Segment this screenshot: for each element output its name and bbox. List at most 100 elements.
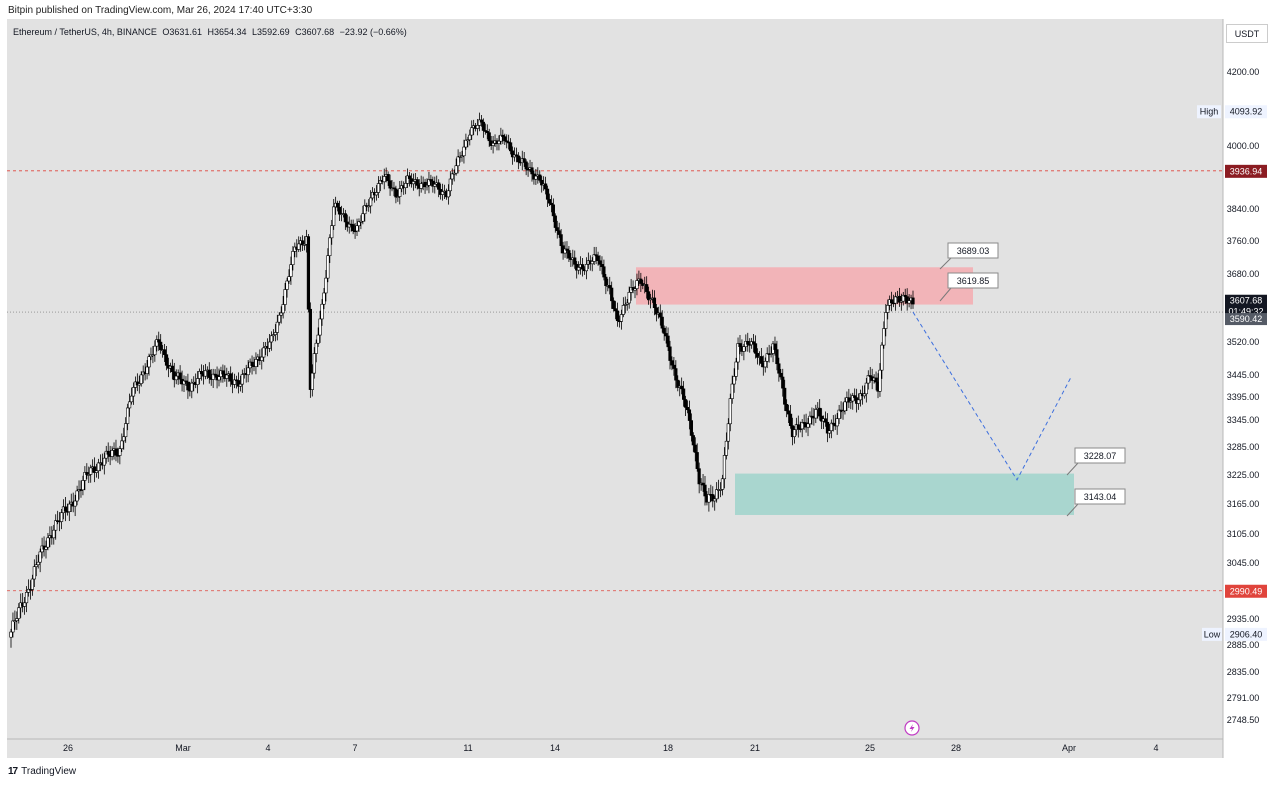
candle-body xyxy=(905,296,909,304)
candle-body xyxy=(662,327,666,334)
candle-body xyxy=(903,294,907,297)
candle-body xyxy=(343,213,347,223)
candle-body xyxy=(328,237,332,256)
candle-body xyxy=(419,183,423,189)
currency-selector[interactable]: USDT xyxy=(1226,24,1268,43)
candle-body xyxy=(376,183,381,193)
supply-bottom-callout-text: 3619.85 xyxy=(957,276,990,286)
candle-body xyxy=(687,409,692,421)
candle-body xyxy=(543,183,548,190)
candle-body xyxy=(359,220,363,223)
supply-zone[interactable] xyxy=(636,267,973,305)
candle-body xyxy=(647,291,651,301)
candle-body xyxy=(648,298,653,301)
x-axis-tick-label: Apr xyxy=(1062,743,1076,753)
high-value-tag: 4093.92 xyxy=(1225,105,1267,119)
x-axis-tick-label: 14 xyxy=(550,743,560,753)
candle-body xyxy=(773,343,777,350)
candle-body xyxy=(67,503,71,513)
candle-body xyxy=(849,400,853,403)
candle-body xyxy=(221,370,225,375)
candle-body xyxy=(217,376,221,381)
low-tag-text: Low xyxy=(1204,629,1221,639)
candle-body xyxy=(275,321,279,333)
candle-body xyxy=(499,134,503,142)
lightning-icon[interactable] xyxy=(904,720,920,736)
candlestick-chart[interactable]: 4200.00 4000.00 3840.00 3760.00 3680.00 3520.… xyxy=(7,19,1273,758)
demand-bottom-callout-text: 3143.04 xyxy=(1084,492,1117,502)
candle-body xyxy=(654,307,658,315)
y-axis-tick-label: 3165.00 xyxy=(1227,499,1260,509)
candle-body xyxy=(880,344,884,371)
x-axis-tick-label: 21 xyxy=(750,743,760,753)
candle-body xyxy=(85,472,89,475)
low-value-tag-text: 2906.40 xyxy=(1230,629,1263,639)
candle-body xyxy=(853,395,857,398)
supply-top-callout[interactable]: 3689.03 xyxy=(939,242,999,270)
footer-logo-text: TradingView xyxy=(21,766,77,777)
candle-body xyxy=(580,264,585,270)
candle-body xyxy=(347,223,351,228)
candle-body xyxy=(240,374,244,385)
candle-body xyxy=(481,121,485,131)
candle-body xyxy=(615,310,620,322)
candle-body xyxy=(415,179,419,186)
candle-body xyxy=(30,578,34,590)
candle-body xyxy=(722,455,727,480)
candle-body xyxy=(332,206,336,226)
y-axis-tick-label: 2935.00 xyxy=(1227,614,1260,624)
candle-body xyxy=(52,529,56,539)
candle-body xyxy=(314,342,318,354)
candle-body xyxy=(450,173,454,180)
candle-body xyxy=(547,199,552,204)
candle-body xyxy=(559,234,563,247)
y-axis-tick-label: 3445.00 xyxy=(1227,370,1260,380)
candle-body xyxy=(479,119,484,123)
candle-body xyxy=(825,421,830,434)
x-axis-tick-label: 18 xyxy=(663,743,673,753)
candle-body xyxy=(685,407,690,411)
candle-body xyxy=(736,343,740,363)
candle-body xyxy=(843,401,847,412)
demand-bottom-callout[interactable]: 3143.04 xyxy=(1066,488,1126,517)
supply-bottom-callout[interactable]: 3619.85 xyxy=(939,272,999,302)
candle-body xyxy=(407,175,412,179)
tradingview-logo-icon: 17 xyxy=(8,766,18,777)
candle-body xyxy=(625,302,629,305)
candle-body xyxy=(124,423,128,438)
demand-top-callout[interactable]: 3228.07 xyxy=(1066,447,1126,476)
candle-body xyxy=(621,305,625,315)
candle-body xyxy=(806,423,810,428)
prev-price-tag-text: 3590.42 xyxy=(1230,314,1263,324)
y-axis-tick-label: 3395.00 xyxy=(1227,392,1260,402)
candle-body xyxy=(126,407,130,424)
demand-zone[interactable] xyxy=(735,473,1074,515)
candle-body xyxy=(639,278,643,284)
symbol-name[interactable]: Ethereum / TetherUS, 4h, BINANCE xyxy=(13,27,157,37)
candle-body xyxy=(9,631,13,638)
candle-body xyxy=(682,388,686,400)
chart-area[interactable]: 4200.00 4000.00 3840.00 3760.00 3680.00 3520.… xyxy=(7,19,1273,758)
candle-body xyxy=(658,312,662,318)
candle-body xyxy=(666,335,670,348)
time-axis-background xyxy=(7,739,1223,758)
candle-body xyxy=(137,383,141,386)
candle-body xyxy=(454,165,458,174)
candle-body xyxy=(73,500,77,507)
y-axis-tick-label: 2835.00 xyxy=(1227,667,1260,677)
candle-body xyxy=(440,191,445,195)
candle-body xyxy=(318,318,322,336)
candle-body xyxy=(254,359,258,367)
demand-bottom-callout-box xyxy=(1074,488,1126,505)
candle-body xyxy=(567,250,571,259)
candle-body xyxy=(448,178,452,192)
candle-body xyxy=(755,353,760,358)
candle-body xyxy=(608,285,612,289)
candle-body xyxy=(777,363,781,374)
candle-body xyxy=(396,196,400,198)
y-axis-tick-label: 2748.50 xyxy=(1227,715,1260,725)
candle-body xyxy=(306,236,311,310)
candle-body xyxy=(565,248,569,251)
candle-body xyxy=(446,190,450,198)
candle-body xyxy=(170,365,174,373)
